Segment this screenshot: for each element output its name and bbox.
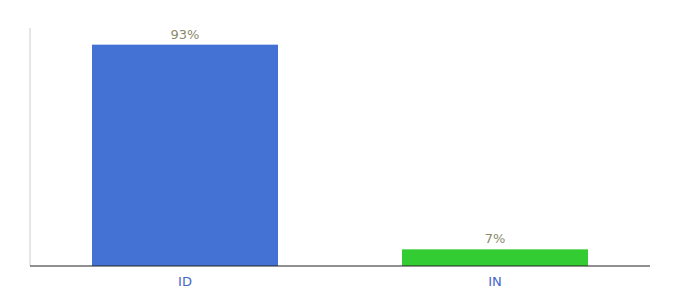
x-tick-label: ID — [178, 274, 192, 289]
chart-svg: 93% 7% ID IN — [0, 0, 680, 300]
bars — [92, 45, 588, 266]
chart-container: 93% 7% ID IN — [0, 0, 680, 300]
y-axis-line — [30, 28, 31, 266]
data-label: 93% — [171, 27, 200, 42]
bar — [92, 45, 278, 266]
x-tick-label: IN — [488, 274, 502, 289]
bar — [402, 249, 588, 266]
data-label: 7% — [485, 231, 506, 246]
x-axis-line — [30, 265, 650, 266]
